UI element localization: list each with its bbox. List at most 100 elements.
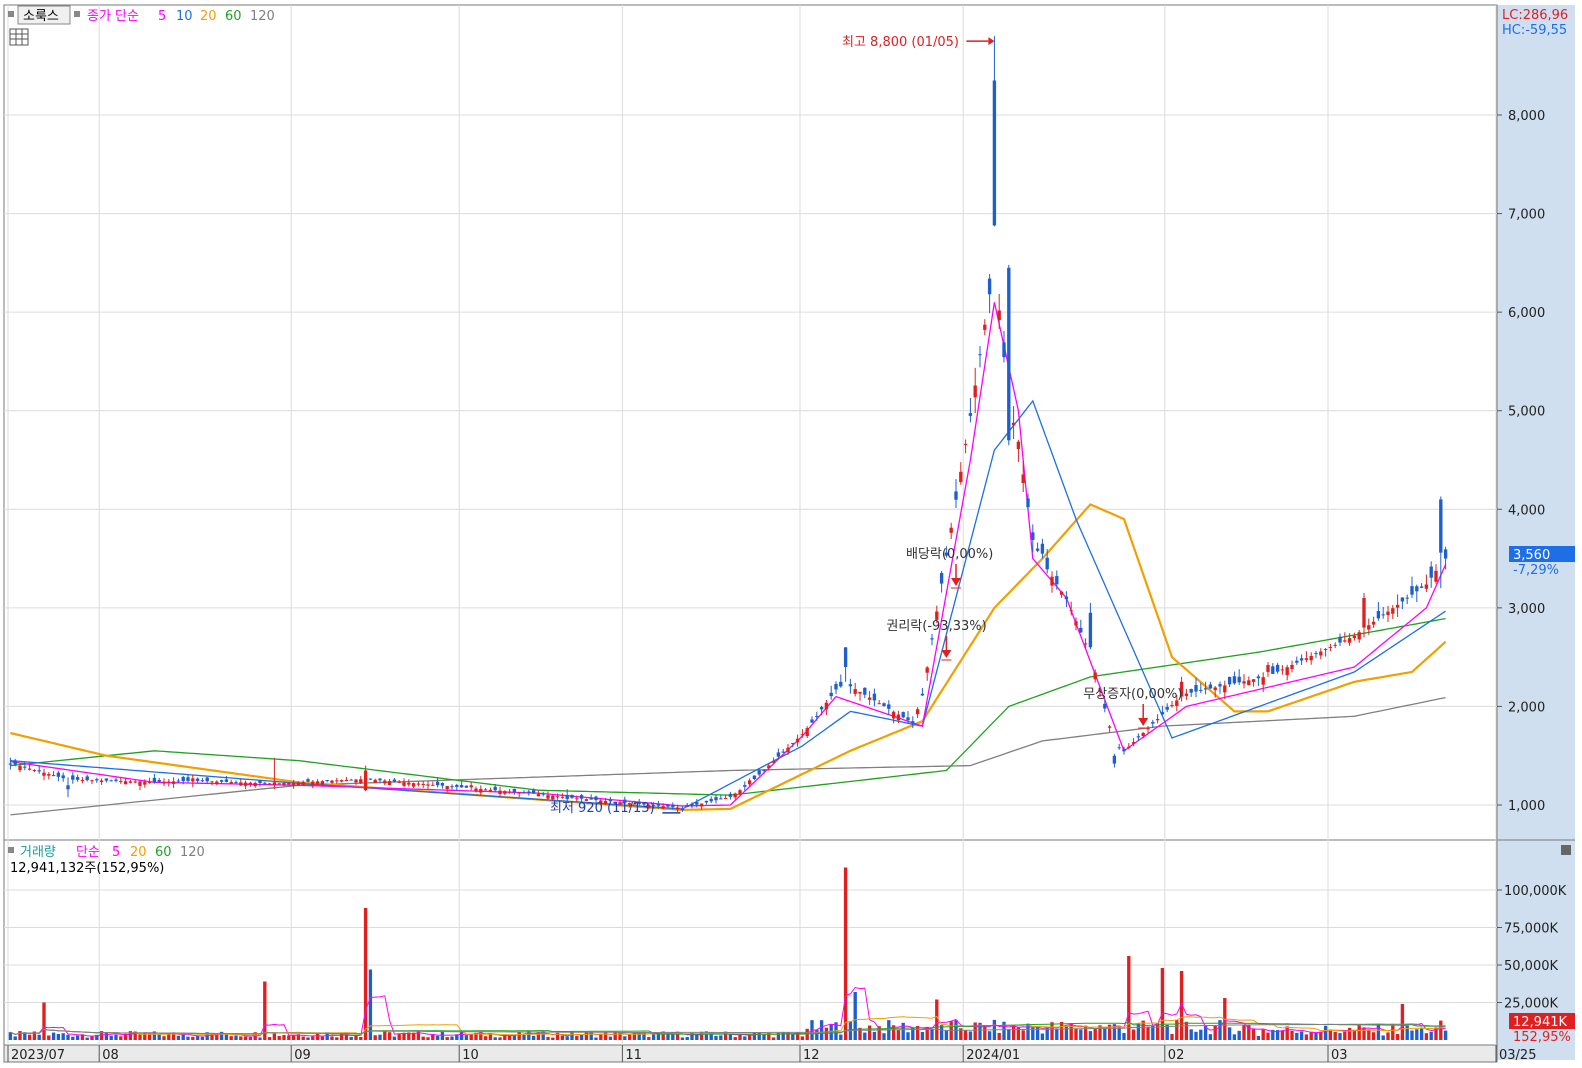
volume-bar (123, 1033, 128, 1040)
volume-bar (1083, 1025, 1088, 1040)
volume-bar (1232, 1034, 1237, 1040)
candle-body (829, 692, 833, 697)
candle-body (1189, 688, 1193, 693)
volume-bar (1098, 1025, 1102, 1040)
volume-bar (354, 1035, 358, 1040)
volume-bar (1434, 1027, 1438, 1040)
candle-body (848, 684, 853, 687)
volume-bar (13, 1036, 17, 1040)
candle-body (1127, 746, 1131, 748)
candle-body (1362, 598, 1366, 628)
candle-body (1002, 342, 1006, 358)
candle-body (315, 781, 320, 785)
candle-body (608, 799, 613, 802)
candle-body (896, 714, 901, 721)
candle-body (891, 711, 896, 719)
candle-body (99, 780, 104, 783)
volume-bar (858, 1027, 862, 1040)
volume-bar (325, 1033, 329, 1040)
candle-body (887, 704, 891, 709)
candle-body (56, 772, 61, 777)
candle-body (1256, 676, 1261, 679)
date-tick-label: 08 (102, 1048, 119, 1063)
candle-body (459, 785, 464, 788)
candle-body (791, 743, 795, 745)
volume-bar (431, 1034, 435, 1040)
candle-body (512, 788, 517, 792)
volume-bar (90, 1036, 94, 1040)
candle-body (1011, 422, 1016, 426)
candle-body (440, 783, 445, 786)
candle-body (1323, 649, 1328, 651)
candlesticks (8, 36, 1448, 813)
volume-bars (8, 867, 1448, 1040)
volume-legend: 거래량 단순 5 20 60 120 12,941,132주(152,95%) (8, 845, 205, 876)
candle-body (1155, 718, 1160, 721)
candle-body (1357, 632, 1361, 640)
candle-body (1199, 689, 1203, 691)
candle-body (1093, 672, 1097, 680)
volume-bar (335, 1037, 339, 1040)
symbol-button[interactable] (17, 5, 71, 25)
volume-bar (1242, 1025, 1246, 1040)
volume-bar (128, 1031, 133, 1040)
volume-collapse-icon[interactable] (8, 847, 14, 853)
candle-body (565, 795, 569, 800)
candle-body (464, 785, 469, 788)
candle-body (1016, 441, 1021, 450)
candle-body (1352, 635, 1357, 639)
candle-body (133, 781, 137, 783)
volume-bar (311, 1036, 315, 1040)
candle-body (229, 782, 233, 784)
volume-bar (219, 1031, 224, 1040)
table-grid-icon[interactable] (9, 28, 29, 46)
candle-body (479, 788, 483, 793)
candle-body (219, 780, 224, 782)
candle-body (997, 310, 1001, 321)
candle-body (1376, 610, 1381, 619)
candle-body (1410, 586, 1414, 595)
candle-body (834, 683, 838, 690)
candle-body (1170, 705, 1174, 707)
volume-bar (339, 1032, 344, 1040)
volume-bar (1227, 1027, 1232, 1040)
price-tick-label: 6,000 (1508, 306, 1545, 321)
date-tick-label: 09 (294, 1048, 311, 1063)
candle-body (973, 385, 977, 398)
candle-body (272, 782, 277, 786)
volume-bar (1179, 971, 1184, 1040)
candle-body (1098, 690, 1102, 692)
volume-bar (1328, 1029, 1333, 1040)
candle-body (647, 804, 651, 809)
volume-bar (1175, 1019, 1179, 1040)
volume-bar (1026, 1023, 1030, 1040)
date-tick-label: 10 (462, 1048, 479, 1063)
price-tick-label: 1,000 (1508, 799, 1545, 814)
candle-body (1304, 658, 1309, 660)
candle-body (1223, 685, 1227, 693)
candle-body (935, 611, 939, 620)
price-legend: 소룩스 종가 단순 5 10 20 60 120 (8, 5, 275, 25)
candle-body (575, 798, 579, 800)
candle-body (143, 781, 147, 785)
candle-body (776, 752, 781, 757)
volume-pane-close-icon[interactable] (1561, 845, 1571, 855)
volume-bar (714, 1035, 718, 1040)
legend-collapse-icon[interactable] (8, 11, 14, 17)
volume-bar (747, 1034, 752, 1040)
candle-body (1242, 681, 1246, 684)
volume-bar (959, 1028, 963, 1040)
date-tick-label: 2024/01 (966, 1048, 1020, 1063)
volume-tick-label: 25,000K (1504, 997, 1558, 1012)
volume-bar (733, 1037, 737, 1040)
volume-bar (771, 1037, 776, 1040)
volume-bar (963, 1030, 968, 1040)
candle-body (1165, 706, 1169, 710)
volume-bar (1347, 1027, 1352, 1040)
candle-body (1237, 676, 1241, 683)
date-tick-label: 02 (1168, 1048, 1185, 1063)
candle-body (373, 779, 377, 783)
volume-bar (1031, 1027, 1035, 1040)
candle-body (416, 783, 421, 785)
